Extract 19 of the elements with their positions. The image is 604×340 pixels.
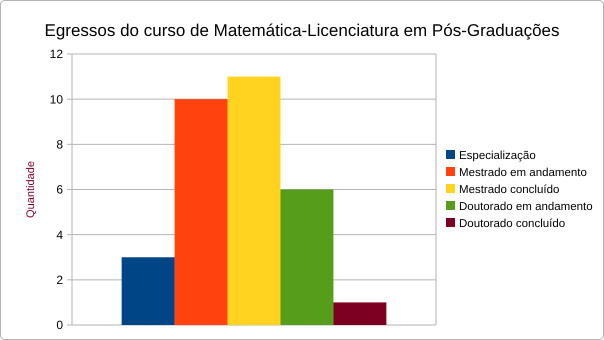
bar bbox=[333, 302, 386, 325]
y-tick-label: 10 bbox=[50, 92, 64, 106]
legend-label: Mestrado em andamento bbox=[459, 167, 587, 180]
y-tick-label: 4 bbox=[56, 228, 64, 242]
y-tick-label: 2 bbox=[56, 273, 64, 288]
y-tick-label: 8 bbox=[56, 138, 64, 152]
bar bbox=[174, 99, 228, 325]
y-tick-label: 6 bbox=[56, 182, 64, 197]
y-axis-title: Quantidade bbox=[25, 161, 37, 218]
bar bbox=[122, 257, 175, 325]
legend-label: Doutorado concluído bbox=[459, 218, 566, 230]
y-tick-label: 12 bbox=[50, 47, 64, 62]
bar bbox=[280, 190, 334, 325]
legend-label: Especialização bbox=[459, 150, 536, 162]
bar bbox=[228, 76, 280, 325]
y-tick-label: 0 bbox=[56, 318, 64, 332]
legend-label: Doutorado em andamento bbox=[459, 201, 593, 214]
legend-label: Mestrado concluído bbox=[459, 184, 560, 196]
chart-title: Egressos do curso de Matemática-Licenciatura em Pós-Graduações bbox=[44, 21, 560, 40]
